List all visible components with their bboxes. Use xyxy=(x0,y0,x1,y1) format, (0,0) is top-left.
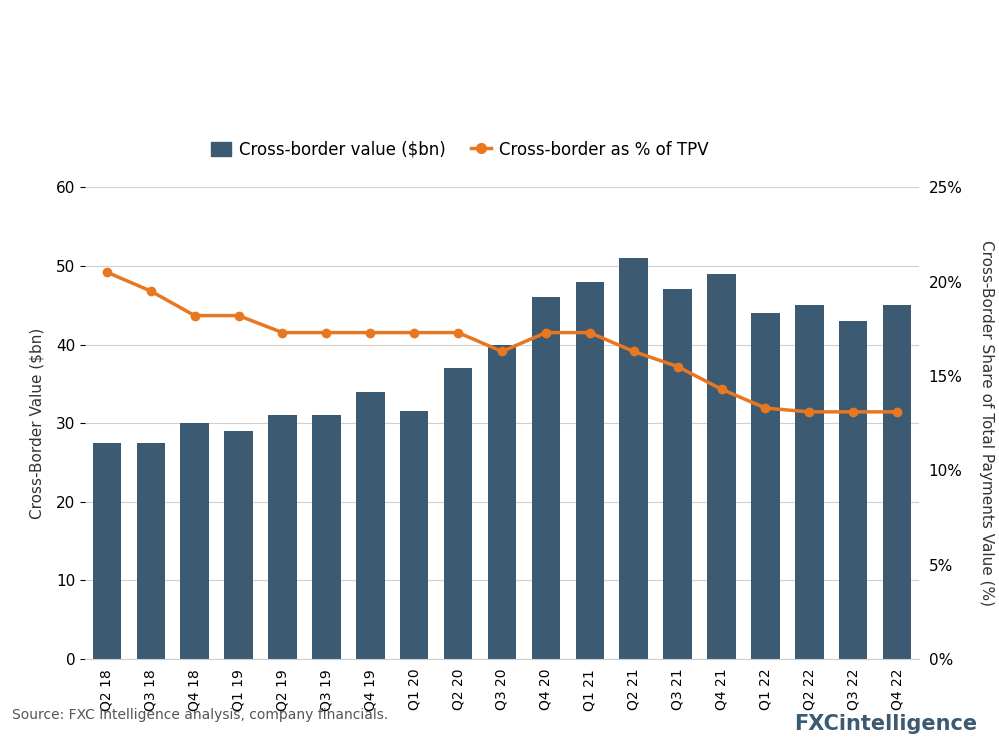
Bar xyxy=(663,290,692,659)
Bar xyxy=(531,297,560,659)
Bar xyxy=(444,369,473,659)
Text: PayPal’s share of cross-border trade in 2022: PayPal’s share of cross-border trade in … xyxy=(13,34,744,61)
Text: Quarterly cross-border value and share of total payments, Q1 2018 - Q4 2022: Quarterly cross-border value and share o… xyxy=(13,84,716,102)
Bar xyxy=(707,274,736,659)
Bar xyxy=(137,443,165,659)
Bar xyxy=(181,423,209,659)
Bar xyxy=(619,258,648,659)
Y-axis label: Cross-Border Share of Total Payments Value (%): Cross-Border Share of Total Payments Val… xyxy=(979,240,994,606)
Bar xyxy=(839,321,867,659)
Bar xyxy=(356,392,385,659)
Bar xyxy=(93,443,121,659)
Bar xyxy=(751,313,779,659)
Bar xyxy=(400,411,429,659)
Bar xyxy=(488,345,516,659)
Bar xyxy=(225,431,253,659)
Text: FXCintelligence: FXCintelligence xyxy=(794,714,977,734)
Bar xyxy=(575,282,604,659)
Bar xyxy=(268,415,297,659)
Legend: Cross-border value ($bn), Cross-border as % of TPV: Cross-border value ($bn), Cross-border a… xyxy=(204,134,715,166)
Bar xyxy=(312,415,341,659)
Y-axis label: Cross-Border Value ($bn): Cross-Border Value ($bn) xyxy=(30,327,45,519)
Bar xyxy=(883,306,911,659)
Bar xyxy=(795,306,823,659)
Text: Source: FXC Intelligence analysis, company financials.: Source: FXC Intelligence analysis, compa… xyxy=(12,709,389,722)
